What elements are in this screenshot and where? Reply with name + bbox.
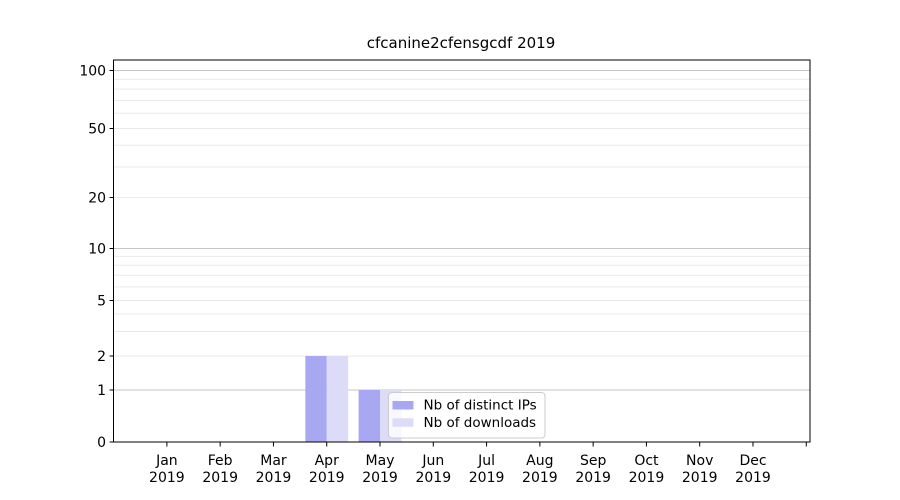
x-tick-label-year: 2019 — [309, 470, 345, 486]
bar-distinct-ips — [358, 390, 381, 442]
ticks-layer — [109, 70, 807, 447]
bars-layer — [305, 356, 402, 442]
y-tick-label: 50 — [88, 121, 106, 137]
x-tick-label-month: Oct — [634, 453, 659, 469]
plot-border — [113, 59, 811, 443]
x-tick-label-year: 2019 — [735, 470, 771, 486]
x-tick-label-month: Mar — [260, 453, 287, 469]
x-tick-label-month: Aug — [526, 453, 553, 469]
legend-box — [388, 392, 546, 439]
grid-layer — [113, 70, 810, 391]
legend: Nb of distinct IPs Nb of downloads — [388, 392, 546, 439]
x-tick-label-year: 2019 — [522, 470, 558, 486]
x-tick-label-month: Jul — [477, 453, 495, 469]
y-tick-label: 0 — [97, 435, 106, 451]
x-tick-label-month: Nov — [686, 453, 713, 469]
x-tick-label-year: 2019 — [362, 470, 398, 486]
y-tick-label: 10 — [88, 241, 106, 257]
x-tick-label-year: 2019 — [469, 470, 505, 486]
y-tick-label: 2 — [97, 349, 106, 365]
x-tick-label-month: Feb — [208, 453, 233, 469]
x-tick-label-year: 2019 — [202, 470, 238, 486]
y-tick-label: 100 — [79, 63, 106, 79]
x-tick-label-month: May — [366, 453, 395, 469]
y-tick-label: 20 — [88, 190, 106, 206]
bar-downloads — [326, 356, 349, 442]
x-tick-label-year: 2019 — [682, 470, 718, 486]
bar-distinct-ips — [305, 356, 327, 442]
y-tick-label: 1 — [97, 383, 106, 399]
tick-labels-layer: 0125102050100Jan2019Feb2019Mar2019Apr201… — [79, 63, 770, 486]
x-tick-label-year: 2019 — [149, 470, 185, 486]
legend-label-downloads: Nb of downloads — [424, 415, 537, 431]
legend-label-distinct-ips: Nb of distinct IPs — [424, 398, 537, 414]
x-tick-label-year: 2019 — [575, 470, 611, 486]
x-tick-label-month: Jan — [155, 453, 178, 469]
y-tick-label: 5 — [97, 293, 106, 309]
chart-title: cfcanine2cfensgcdf 2019 — [367, 34, 556, 52]
x-tick-label-year: 2019 — [415, 470, 451, 486]
x-tick-label-month: Jun — [421, 453, 444, 469]
x-tick-label-month: Sep — [580, 453, 607, 469]
x-tick-label-year: 2019 — [629, 470, 665, 486]
legend-swatch-downloads-icon — [392, 418, 414, 427]
x-tick-label-month: Dec — [739, 453, 766, 469]
x-tick-label-year: 2019 — [256, 470, 292, 486]
x-tick-label-month: Apr — [315, 453, 339, 469]
legend-swatch-distinct-ips-icon — [392, 401, 414, 410]
